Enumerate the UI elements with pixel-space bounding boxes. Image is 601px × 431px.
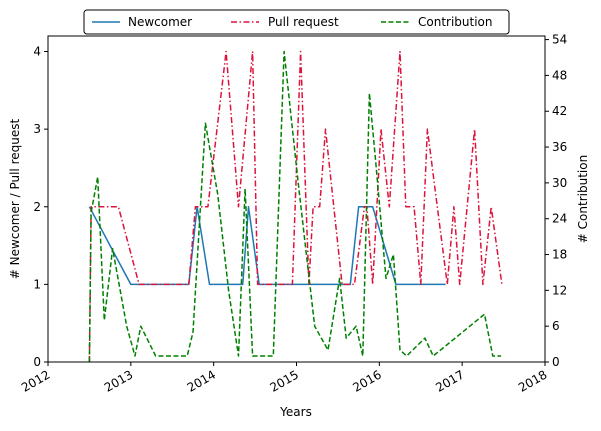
- y-right-tick-label: 42: [552, 104, 567, 118]
- series-line-pull-request: [88, 50, 503, 363]
- x-tick-label: 2013: [102, 367, 135, 394]
- legend: Newcomer Pull request Contribution: [83, 9, 510, 35]
- y-right-tick-label: 48: [552, 68, 567, 82]
- x-tick-label: 2012: [19, 367, 52, 394]
- series-lines: [88, 50, 503, 363]
- y-right-tick-label: 24: [552, 212, 567, 226]
- y-left-tick-label: 4: [33, 45, 41, 59]
- y-right-tick-label: 6: [552, 319, 560, 333]
- y-right-tick-label: 12: [552, 283, 567, 297]
- y-axis-left: 0 1 2 3 4: [33, 45, 48, 369]
- y-axis-left-title: # Newcomer / Pull request: [8, 119, 22, 280]
- y-right-tick-label: 18: [552, 248, 567, 262]
- y-left-tick-label: 3: [33, 122, 41, 136]
- y-left-tick-label: 2: [33, 200, 41, 214]
- y-right-tick-label: 54: [552, 33, 567, 47]
- y-axis-right: 0 6 12 18 24 30 36 42 48 54: [545, 33, 567, 369]
- y-left-tick-label: 0: [33, 355, 41, 369]
- x-tick-label: 2018: [516, 367, 549, 394]
- x-tick-label: 2016: [350, 367, 383, 394]
- y-left-tick-label: 1: [33, 277, 41, 291]
- legend-label-contribution: Contribution: [418, 15, 493, 29]
- series-line-contribution: [88, 50, 502, 363]
- x-axis-title: Years: [279, 405, 312, 419]
- x-axis: 2012 2013 2014 2015 2016 2017 2018: [19, 362, 550, 395]
- x-tick-label: 2017: [433, 367, 466, 394]
- legend-label-newcomer: Newcomer: [128, 15, 192, 29]
- series-line-newcomer: [88, 206, 446, 286]
- x-tick-label: 2014: [185, 367, 218, 394]
- y-right-tick-label: 36: [552, 140, 567, 154]
- plot-frame: [47, 35, 546, 363]
- y-right-tick-label: 0: [552, 355, 560, 369]
- legend-label-pull-request: Pull request: [268, 15, 339, 29]
- y-axis-right-title: # Contribution: [576, 155, 590, 243]
- legend-box: [83, 9, 510, 35]
- x-tick-label: 2015: [268, 367, 301, 394]
- y-right-tick-label: 30: [552, 176, 567, 190]
